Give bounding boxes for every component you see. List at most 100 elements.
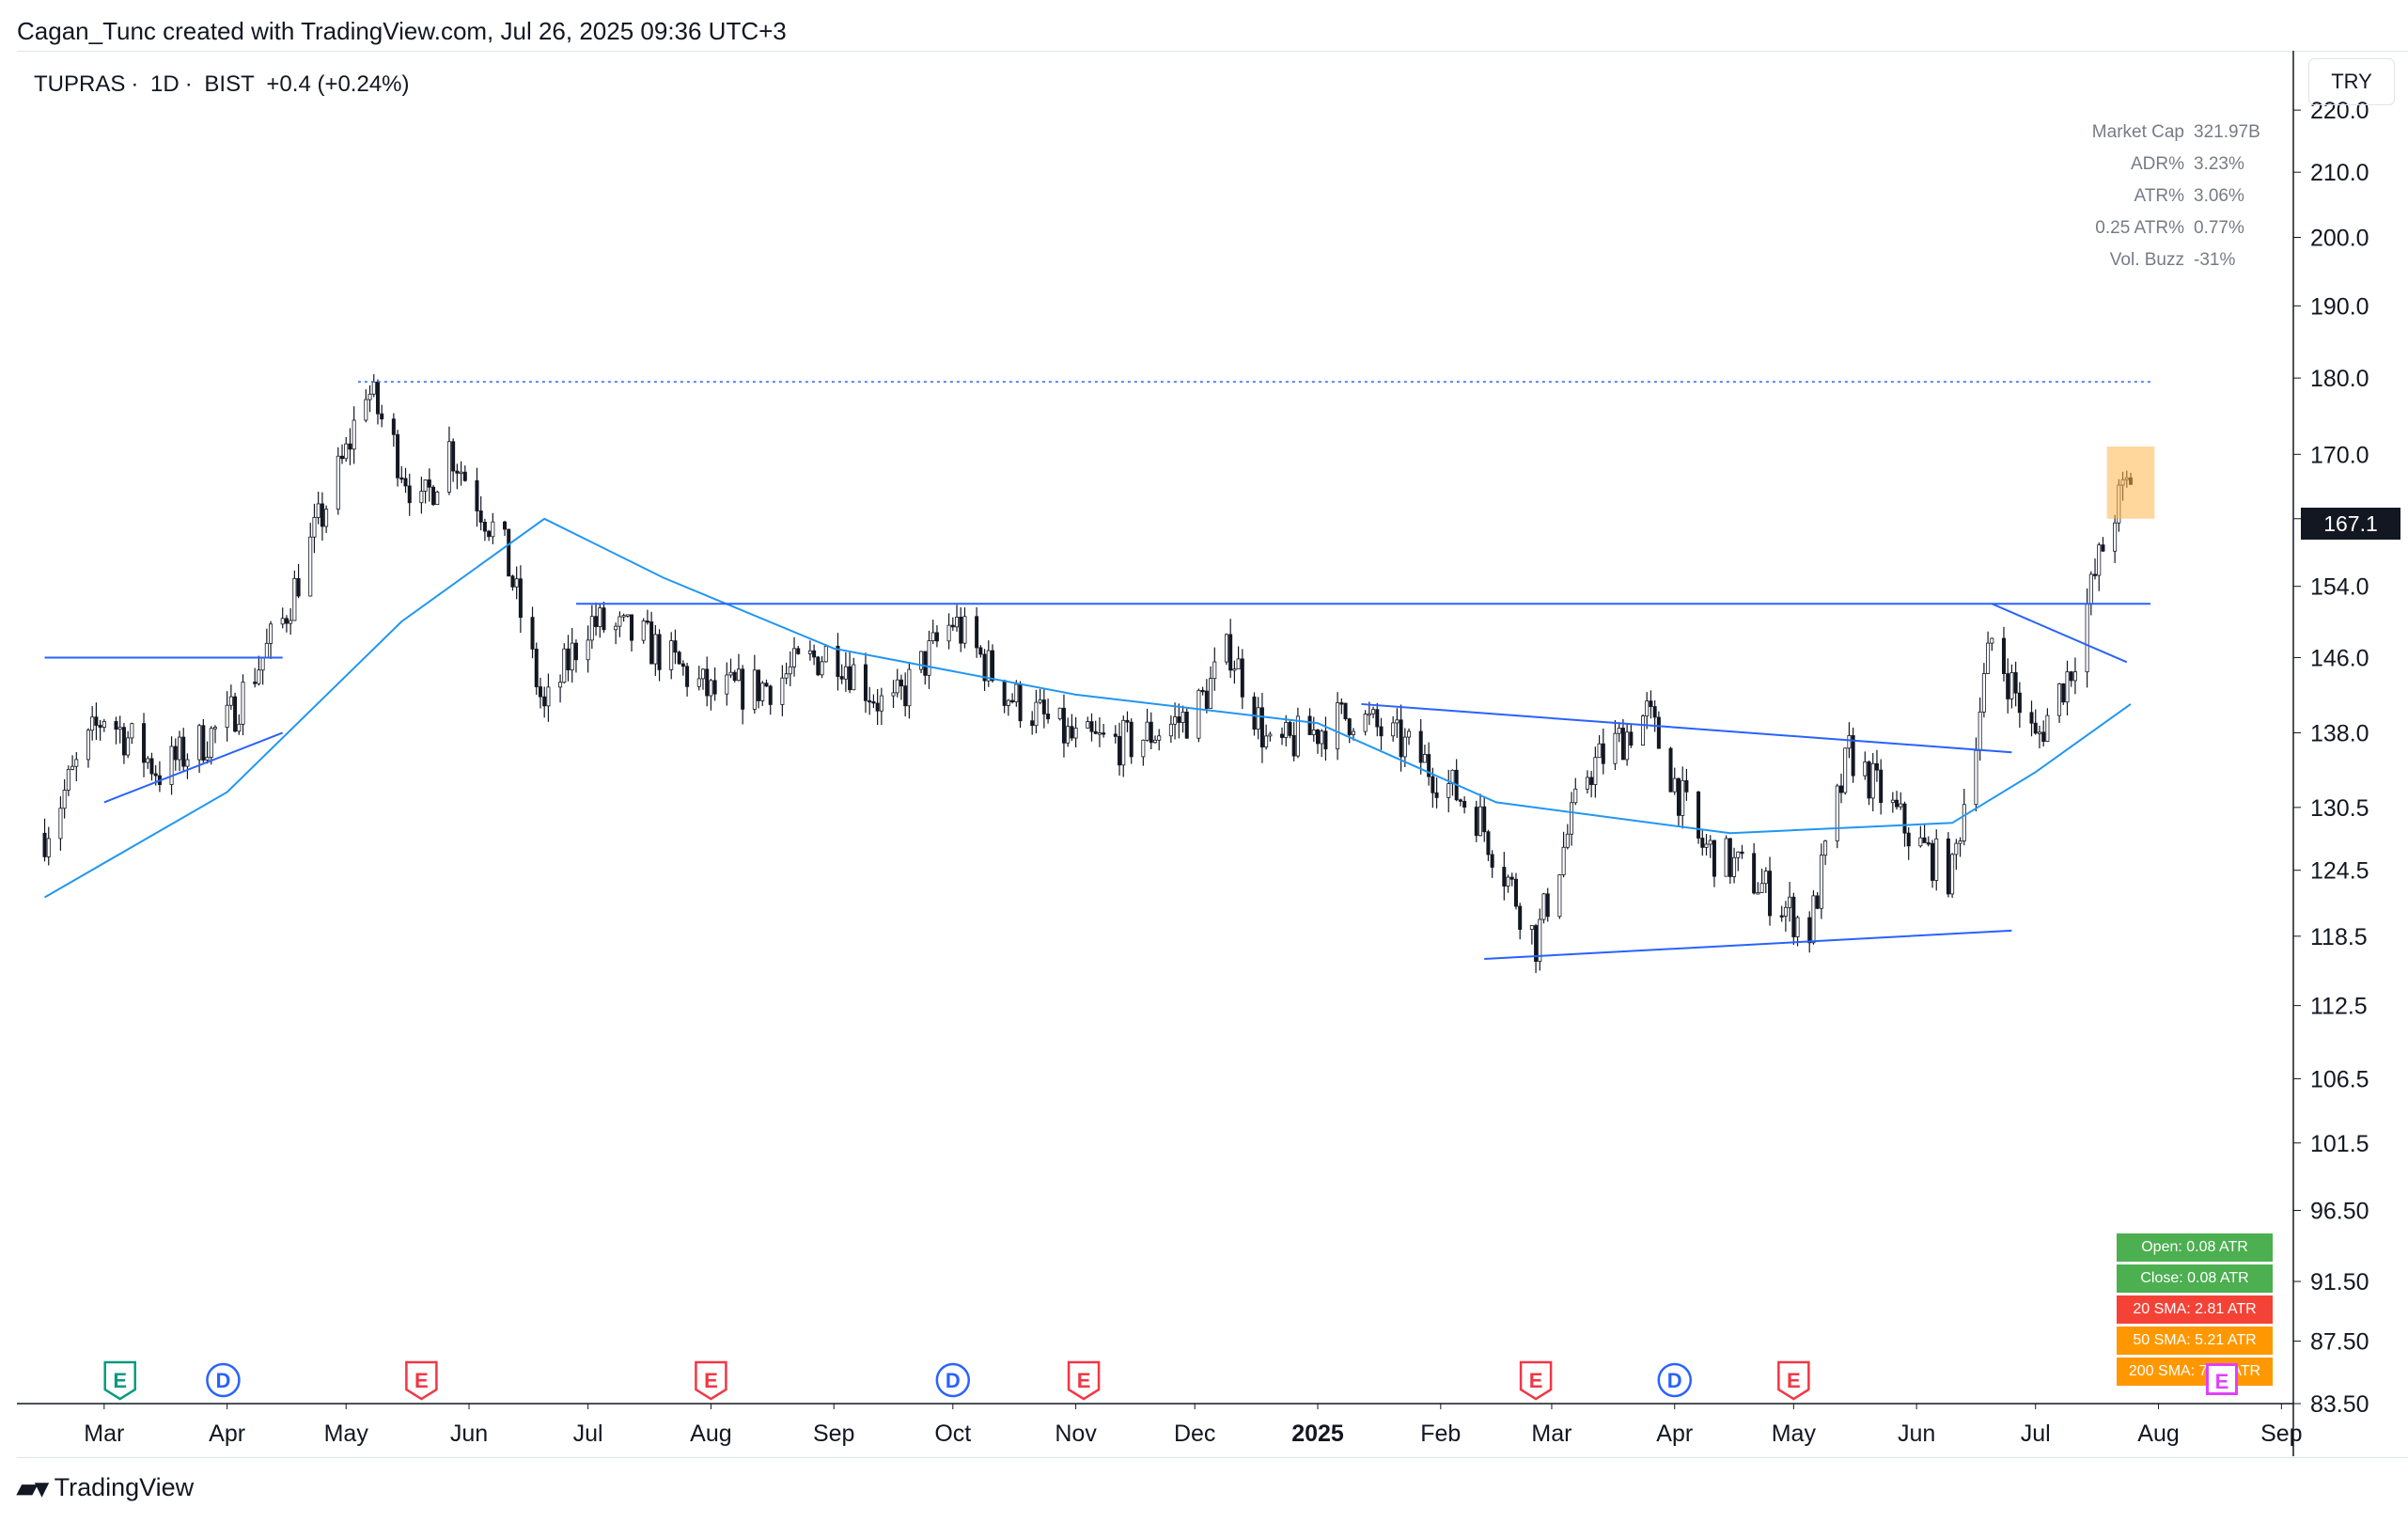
earnings-icon: E: [1067, 1360, 1101, 1401]
price-tick-label: 170.0: [2310, 442, 2369, 468]
candle-body: [1307, 715, 1312, 735]
candle-body: [503, 521, 508, 530]
candle-body: [546, 686, 551, 707]
candle-body: [121, 727, 126, 756]
candle-body: [1954, 842, 1959, 856]
candle-body: [1336, 702, 1340, 750]
candle-body: [1585, 777, 1589, 790]
candle-body: [792, 648, 797, 667]
event-label: E: [1077, 1369, 1091, 1392]
candle-body: [237, 723, 242, 732]
candle-body: [1363, 714, 1368, 732]
candle-body: [1121, 719, 1126, 766]
price-tick-label: 220.0: [2310, 98, 2369, 124]
candle-body: [657, 634, 662, 670]
candle-body: [1502, 867, 1507, 887]
candle-body: [843, 666, 848, 680]
candle-body: [1681, 779, 1685, 816]
candle-body: [1474, 807, 1478, 837]
candle-body: [292, 577, 297, 621]
candle-body: [570, 642, 574, 670]
candle-body: [1422, 754, 1427, 763]
candle-body: [289, 620, 293, 624]
candle-body: [1724, 838, 1728, 877]
price-tick-label: 190.0: [2310, 293, 2369, 320]
candle-body: [197, 725, 202, 761]
candle-body: [1316, 730, 1321, 745]
currency-button[interactable]: TRY: [2308, 58, 2395, 105]
candle-body: [2006, 673, 2010, 699]
candle-body: [1509, 876, 1514, 880]
atr-open-label: Open: 0.08 ATR: [2117, 1233, 2273, 1262]
candle-body: [680, 663, 685, 667]
candle-body: [320, 503, 324, 527]
candle-body: [1561, 846, 1566, 875]
time-tick-label: Jun: [1898, 1421, 1935, 1447]
price-tick-label: 146.0: [2310, 645, 2369, 671]
price-tick-label: 124.5: [2310, 858, 2369, 885]
candle-body: [975, 616, 979, 649]
candle-body: [269, 623, 274, 644]
trendline: [1484, 929, 2012, 961]
candle-body: [955, 617, 960, 628]
atr-sma20-label: 20 SMA: 2.81 ATR: [2117, 1295, 2273, 1324]
candle-body: [823, 645, 828, 663]
candle-body: [618, 616, 622, 627]
candle-body: [316, 503, 321, 518]
candle-body: [1759, 883, 1764, 893]
candle-body: [1918, 837, 1923, 847]
candle-body: [1838, 785, 1843, 793]
candle-body: [173, 746, 178, 761]
price-tick-label: 200.0: [2310, 225, 2369, 251]
candle-body: [2033, 722, 2038, 734]
candle-body: [403, 478, 408, 487]
candle-body: [1125, 719, 1130, 723]
candle-body: [1620, 728, 1625, 761]
candle-body: [1534, 925, 1539, 962]
earnings-icon: E: [695, 1360, 727, 1401]
symbol-name[interactable]: TUPRAS: [34, 71, 126, 97]
candle-body: [780, 677, 785, 705]
candle-body: [594, 616, 599, 628]
candle-body: [962, 616, 967, 644]
event-label: E: [414, 1369, 429, 1392]
candle-body: [419, 491, 424, 504]
candle-body: [586, 639, 590, 661]
candle-body: [435, 491, 440, 506]
candle-body: [233, 696, 238, 732]
stat-row: Vol. Buzz -31%: [2109, 250, 2236, 270]
footer-brand[interactable]: ▰▾ TradingView: [17, 1472, 194, 1503]
candle-body: [1259, 707, 1264, 747]
earnings-icon: E: [1777, 1360, 1810, 1401]
candle-body: [836, 645, 840, 677]
time-tick-label: Jul: [2021, 1421, 2051, 1447]
candle-body: [725, 674, 729, 695]
candle-body: [736, 668, 741, 682]
chart-pane[interactable]: [17, 51, 2408, 1458]
consolidation-highlight: [2106, 446, 2155, 519]
upcoming-earnings-icon[interactable]: E: [2206, 1363, 2238, 1395]
candle-body: [462, 471, 467, 481]
candle-body: [46, 838, 51, 857]
candle-body: [1320, 730, 1324, 745]
candle-body: [1446, 783, 1451, 798]
candle-body: [1399, 719, 1403, 758]
candle-body: [934, 632, 939, 642]
candle-body: [1129, 721, 1134, 758]
candle-body: [768, 685, 773, 705]
price-tick-label: 87.50: [2310, 1329, 2369, 1356]
stat-row: ATR% 3.06%: [2134, 186, 2244, 206]
candle-body: [589, 616, 594, 641]
candle-body: [212, 727, 217, 730]
candle-body: [181, 736, 186, 767]
candle-body: [1018, 683, 1023, 722]
symbol-interval[interactable]: 1D: [150, 71, 180, 97]
candle-body: [852, 664, 856, 691]
candle-body: [1613, 732, 1618, 764]
candle-body: [1795, 917, 1800, 937]
candle-body: [1672, 777, 1677, 793]
candle-body: [1407, 730, 1412, 738]
candle-body: [518, 578, 523, 619]
candle-body: [1097, 732, 1102, 735]
